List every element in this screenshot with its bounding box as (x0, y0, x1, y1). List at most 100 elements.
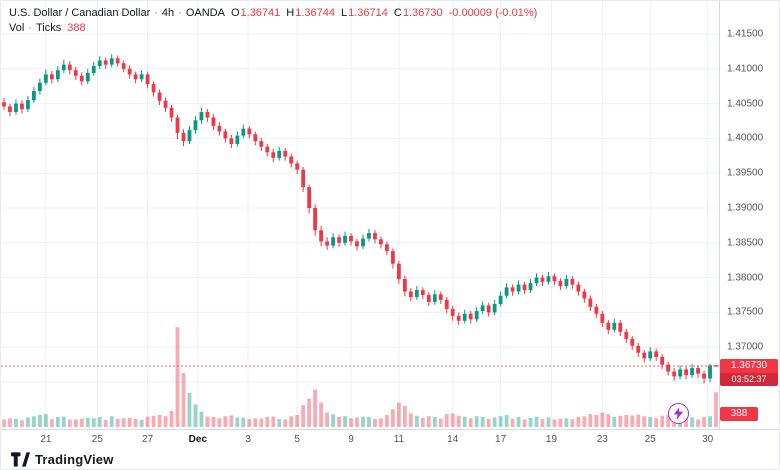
volume-bar (85, 417, 90, 427)
time-axis-label: 30 (702, 434, 714, 445)
volume-bar (432, 417, 437, 427)
lightning-icon (673, 407, 684, 420)
volume-bar (157, 414, 162, 427)
legend-separator: · (154, 7, 158, 19)
volume-bar (450, 413, 455, 427)
volume-bar (175, 327, 180, 427)
volume-bar (133, 419, 138, 427)
candle-body (540, 277, 545, 282)
volume-bar (480, 417, 485, 427)
volume-bar (2, 419, 6, 427)
instant-trading-button[interactable] (668, 403, 689, 424)
volume-indicator-label[interactable]: Vol (9, 22, 25, 34)
candle-body (325, 241, 329, 246)
candlestick-chart[interactable] (1, 1, 719, 429)
volume-bar (289, 416, 294, 427)
candle-body (331, 237, 335, 246)
close-value: 1.36730 (402, 7, 443, 19)
volume-bar (600, 412, 605, 427)
volume-badge: 388 (720, 407, 758, 421)
volume-bar (540, 419, 545, 427)
volume-bar (498, 416, 503, 427)
volume-bar (8, 418, 12, 427)
volume-bar (265, 417, 270, 427)
volume-bar (618, 415, 623, 427)
volume-bar (301, 405, 306, 427)
volume-bar (408, 413, 413, 427)
volume-bar (79, 418, 84, 427)
volume-bar (97, 417, 102, 427)
candle-body (564, 278, 569, 286)
volume-layer (2, 327, 718, 427)
candle-body (55, 70, 60, 80)
candle-body (379, 239, 383, 245)
time-axis-label: 27 (142, 434, 154, 445)
candle-body (588, 298, 593, 307)
tradingview-logo-link[interactable]: TradingView (11, 452, 114, 467)
volume-bar (564, 418, 569, 427)
time-axis[interactable]: 21 25 27 Dec 3 5 9 11 14 17 19 23 25 30 (1, 429, 779, 451)
volume-bar (468, 418, 473, 427)
candle-body (307, 187, 312, 208)
candle-body (217, 125, 222, 132)
candle-body (49, 74, 54, 80)
candle-body (522, 284, 527, 291)
price-axis-label: 1.39500 (727, 167, 764, 179)
volume-bar (151, 415, 156, 427)
candle-body (355, 241, 359, 247)
exchange-label[interactable]: OANDA (185, 7, 225, 19)
volume-bar (444, 414, 449, 427)
candle-body (672, 371, 677, 377)
candle-body (678, 369, 683, 377)
candle-body (67, 64, 72, 71)
candle-body (684, 369, 688, 376)
volume-bar (462, 416, 467, 427)
time-axis-label: 19 (545, 434, 558, 445)
candle-body (337, 237, 341, 243)
interval-label[interactable]: 4h (161, 7, 175, 19)
legend-volume-row: Vol · Ticks 388 (9, 21, 537, 35)
volume-bar (558, 418, 563, 427)
volume-bar (528, 417, 533, 427)
candle-body (654, 351, 659, 357)
volume-bar (420, 417, 425, 427)
volume-bar (522, 419, 527, 427)
volume-bar (516, 417, 521, 427)
candle-body (690, 368, 694, 376)
volume-bar (211, 417, 216, 427)
volume-bar (145, 416, 150, 427)
volume-bar (414, 415, 419, 427)
candle-body (552, 276, 557, 282)
candle-body (714, 365, 718, 367)
symbol-title[interactable]: U.S. Dollar / Canadian Dollar (9, 7, 151, 19)
time-axis-label: 21 (40, 434, 52, 445)
candle-body (618, 322, 623, 332)
candle-body (127, 68, 132, 75)
candle-body (510, 287, 515, 292)
candle-body (600, 313, 605, 323)
candle-body (438, 294, 443, 300)
chart-legend: U.S. Dollar / Canadian Dollar · 4h · OAN… (9, 6, 537, 35)
tradingview-logo-icon (11, 452, 30, 467)
volume-bar (624, 414, 629, 427)
price-axis-label: 1.41500 (727, 28, 764, 40)
time-axis-label: 11 (393, 434, 405, 445)
open-value: 1.36741 (240, 7, 281, 19)
volume-bar (181, 373, 186, 427)
volume-bar (49, 419, 54, 427)
bar-countdown: 03:52:37 (720, 372, 778, 386)
volume-bar (283, 419, 288, 427)
volume-bar (319, 402, 324, 427)
volume-bar (576, 417, 581, 427)
volume-bar (552, 419, 557, 427)
price-axis-label: 1.41000 (727, 63, 764, 75)
low-value: 1.36714 (348, 7, 388, 19)
volume-bar (630, 415, 635, 427)
volume-bar (486, 419, 491, 427)
volume-bar (606, 414, 611, 427)
volume-bar (14, 418, 18, 427)
volume-bar (37, 414, 42, 427)
time-axis-label: 9 (348, 434, 354, 445)
volume-bar (121, 418, 126, 427)
